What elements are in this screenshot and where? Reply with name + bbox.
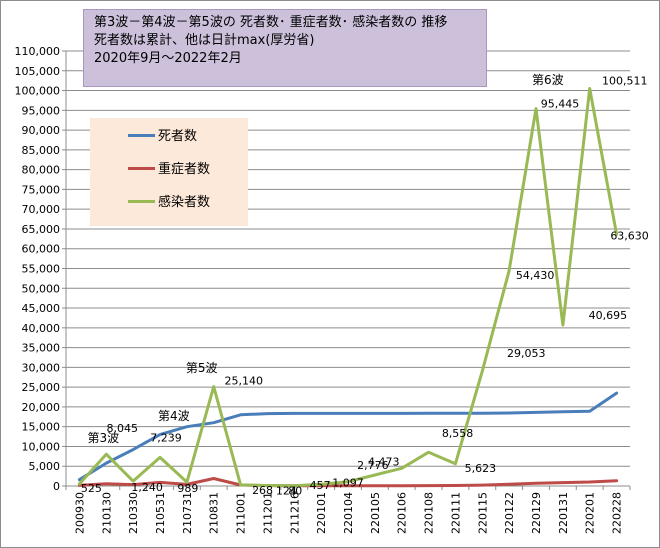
x-tick-label: 210531 <box>154 492 167 534</box>
wave-annotation: 第6波 <box>532 73 564 87</box>
y-tick-label: 50,000 <box>22 282 61 295</box>
chart-title-line-2: 死者数は累計、他は日計max(厚労省) <box>94 33 315 48</box>
legend: 死者数 重症者数 感染者数 <box>90 118 248 226</box>
x-tick-label: 210330 <box>127 492 140 534</box>
series-line-1 <box>77 477 619 488</box>
legend-item-infections: 感染者数 <box>90 188 248 221</box>
data-label: 29,053 <box>507 347 546 360</box>
y-tick-label: 5,000 <box>29 460 61 473</box>
legend-swatch-infections <box>128 200 155 203</box>
x-tick-label: 220115 <box>476 492 489 534</box>
x-tick-label: 210831 <box>208 492 221 534</box>
data-label: 40,695 <box>589 309 628 322</box>
data-label: 268 <box>252 484 273 497</box>
y-tick-label: 10,000 <box>22 440 61 453</box>
data-label: 25,140 <box>224 375 263 388</box>
legend-label-deaths: 死者数 <box>158 129 198 144</box>
wave-annotation: 第5波 <box>186 361 218 375</box>
x-tick-label: 220122 <box>503 492 516 534</box>
x-tick-label: 220108 <box>423 492 436 534</box>
y-tick-label: 100,000 <box>15 85 61 98</box>
x-tick-label: 211216 <box>288 492 301 534</box>
data-label: 80 <box>288 485 302 498</box>
legend-item-deaths: 死者数 <box>90 122 248 155</box>
y-tick-label: 105,000 <box>15 65 61 78</box>
x-tick-label: 220201 <box>584 492 597 534</box>
x-tick-label: 210731 <box>181 492 194 534</box>
legend-swatch-deaths <box>128 134 155 137</box>
wave-annotation: 第3波 <box>87 431 119 445</box>
y-tick-label: 45,000 <box>22 302 61 315</box>
y-tick-label: 75,000 <box>22 183 61 196</box>
data-label: 4,473 <box>368 455 400 468</box>
data-label: 8,558 <box>442 427 474 440</box>
chart-title-box: 第3波－第4波－第5波の 死者数･ 重症者数･ 感染者数の 推移 死者数は累計、… <box>83 9 487 87</box>
y-tick-label: 35,000 <box>22 342 61 355</box>
x-tick-label: 220106 <box>396 492 409 534</box>
data-label: 7,239 <box>150 431 182 444</box>
data-label: 95,445 <box>541 98 580 111</box>
data-label: 100,511 <box>602 75 648 88</box>
chart-title-line-3: 2020年9月～2022年2月 <box>94 51 242 66</box>
data-label: 124 <box>276 485 297 498</box>
series-lines <box>77 87 619 488</box>
data-label: 457 <box>310 479 331 492</box>
legend-item-severe: 重症者数 <box>90 155 248 188</box>
y-tick-label: 85,000 <box>22 144 61 157</box>
data-label: 525 <box>81 482 102 495</box>
x-tick-label: 220101 <box>315 492 328 534</box>
x-tick-label: 220228 <box>611 492 624 534</box>
data-label: 63,630 <box>610 229 649 242</box>
legend-label-severe: 重症者数 <box>158 162 211 177</box>
x-tick-label: 220131 <box>557 492 570 534</box>
x-tick-label: 210130 <box>100 492 113 534</box>
y-tick-label: 30,000 <box>22 361 61 374</box>
y-tick-label: 80,000 <box>22 164 61 177</box>
y-tick-label: 90,000 <box>22 124 61 137</box>
x-tick-label: 211001 <box>235 492 248 534</box>
chart-title-line-1: 第3波－第4波－第5波の 死者数･ 重症者数･ 感染者数の 推移 <box>94 15 448 30</box>
data-label: 5,623 <box>465 462 497 475</box>
y-tick-label: 15,000 <box>22 421 61 434</box>
y-tick-label: 110,000 <box>15 45 61 58</box>
x-tick-label: 220129 <box>530 492 543 534</box>
x-tick-label: 220111 <box>449 492 462 534</box>
data-label: 8,045 <box>107 422 139 435</box>
y-tick-label: 20,000 <box>22 401 61 414</box>
y-tick-label: 55,000 <box>22 263 61 276</box>
y-tick-label: 25,000 <box>22 381 61 394</box>
series-line-0 <box>77 391 619 482</box>
axes: 0 5,000 10,000 15,000 20,000 25,000 30,000 35,0… <box>15 45 631 534</box>
data-label: 54,430 <box>516 269 555 282</box>
x-tick-label: 200930 <box>73 492 86 534</box>
x-tick-label: 220104 <box>342 492 355 534</box>
y-tick-label: 0 <box>53 480 60 493</box>
x-tick-label: 220105 <box>369 492 382 534</box>
data-label: 1,240 <box>131 481 163 494</box>
y-tick-label: 70,000 <box>22 203 61 216</box>
wave-annotation: 第4波 <box>158 409 190 423</box>
y-tick-label: 40,000 <box>22 322 61 335</box>
legend-label-infections: 感染者数 <box>158 195 211 210</box>
y-tick-label: 65,000 <box>22 223 61 236</box>
data-label: 989 <box>177 482 198 495</box>
legend-swatch-severe <box>128 167 155 170</box>
y-tick-label: 95,000 <box>22 104 61 117</box>
series-line-2 <box>77 87 619 488</box>
data-label: 1,097 <box>332 477 364 490</box>
data-label: 2,776 <box>357 459 389 472</box>
y-tick-label: 60,000 <box>22 243 61 256</box>
x-tick-label: 211201 <box>261 492 274 534</box>
